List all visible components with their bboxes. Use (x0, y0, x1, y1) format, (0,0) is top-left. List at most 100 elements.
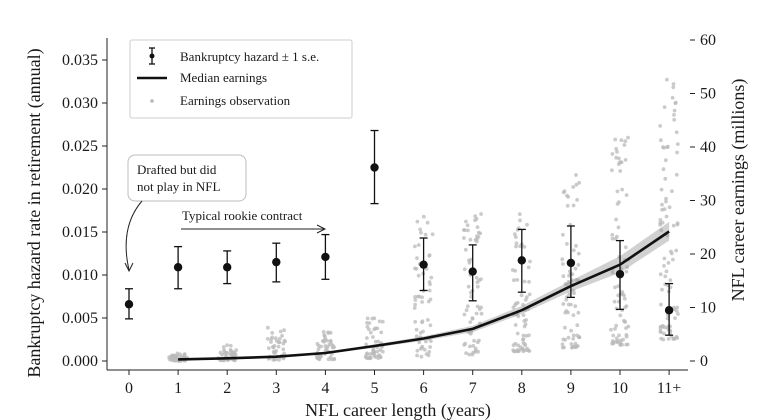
earnings-observation-point (420, 320, 424, 325)
earnings-observation-point (518, 345, 523, 349)
x-tick-label: 8 (518, 380, 526, 397)
left-y-axis-title: Bankruptcy hazard rate in retirement (an… (24, 48, 45, 377)
earnings-observation-point (476, 349, 480, 354)
earnings-observation-point (429, 339, 433, 343)
earnings-observation-point (574, 182, 579, 187)
right-tick-label: 20 (700, 246, 716, 263)
left-tick-label: 0.005 (62, 310, 98, 327)
earnings-observation-point (473, 350, 478, 354)
earnings-observation-point (276, 344, 281, 349)
earnings-observation-point (522, 324, 527, 329)
earnings-observation-point (658, 272, 663, 277)
earnings-observation-point (424, 352, 429, 356)
earnings-observation-point (419, 230, 423, 235)
drafted-annotation: Drafted but did not play in NFL (124, 154, 247, 273)
earnings-observation-point (515, 301, 520, 305)
x-tick-label: 3 (272, 380, 280, 397)
hazard-point (173, 263, 183, 272)
earnings-observation-point (276, 340, 281, 345)
earnings-observation-point (427, 253, 432, 257)
earnings-observation-point (658, 330, 663, 334)
earnings-observation-point (613, 285, 617, 290)
earnings-observation-point (670, 189, 674, 194)
earnings-observation-point (464, 219, 468, 224)
earnings-observation-point (658, 218, 663, 222)
earnings-observation-point (574, 344, 579, 349)
earnings-observation-point (272, 344, 277, 348)
earnings-observation-point (515, 278, 520, 282)
earnings-observation-point (369, 330, 373, 335)
right-y-axis-title: NFL career earnings (millions) (728, 79, 749, 302)
earnings-observation-point (624, 304, 629, 308)
earnings-observation-point (269, 340, 273, 344)
earnings-observation-point (659, 302, 663, 307)
earnings-observation-point (672, 108, 677, 113)
axes: 0.000 0.005 0.010 0.015 0.020 0.025 0.030 0.035… (62, 32, 716, 397)
median-earnings-line (178, 230, 670, 361)
earnings-observation-point (412, 306, 417, 310)
earnings-observation-point (277, 336, 282, 341)
legend-hazard-label: Bankruptcy hazard ± 1 s.e. (180, 49, 319, 64)
earnings-observation-point (610, 152, 615, 156)
earnings-observation-point (673, 101, 678, 106)
earnings-observation-point (675, 150, 679, 155)
earnings-observation-point (625, 342, 630, 347)
earnings-observation-point (510, 268, 515, 272)
earnings-observation-point (526, 265, 531, 270)
earnings-observation-point (521, 313, 526, 317)
earnings-observation-point (465, 304, 470, 309)
earnings-observation-point (468, 344, 472, 349)
earnings-observation-point (419, 346, 423, 351)
earnings-observation-point (270, 331, 275, 335)
earnings-observation-point (416, 294, 420, 299)
earnings-observation-point (616, 225, 621, 230)
earnings-observation-point (663, 274, 668, 279)
earnings-observation-point (666, 337, 671, 341)
earnings-observation-point (415, 348, 420, 353)
earnings-observation-point (571, 313, 576, 317)
earnings-observation-point (221, 345, 226, 349)
earnings-observation-point (624, 269, 629, 274)
earnings-observation-point (220, 352, 224, 357)
earnings-observation-point (660, 287, 664, 292)
earnings-observation-point (417, 340, 422, 345)
earnings-observation-point (565, 242, 569, 246)
earnings-observation-point (659, 187, 664, 192)
earnings-observation-point (472, 338, 476, 343)
earnings-observation-point (475, 225, 480, 230)
earnings-observation-point (621, 337, 625, 342)
hazard-point (321, 252, 330, 262)
earnings-observation-point (469, 257, 473, 262)
earnings-observation-point (665, 77, 669, 82)
rookie-annotation: Typical rookie contract (181, 208, 327, 234)
earnings-observation-point (515, 331, 520, 336)
earnings-observation-point (376, 339, 381, 344)
earnings-observation-point (470, 352, 475, 357)
earnings-observation-point (622, 143, 627, 147)
earnings-observation-point (321, 330, 326, 334)
earnings-observation-point (575, 198, 579, 202)
earnings-observation-point (527, 292, 532, 297)
earnings-observation-point (468, 320, 473, 324)
earnings-observation-point (266, 346, 271, 350)
earnings-observation-point (563, 282, 568, 286)
earnings-observation-point (513, 323, 518, 327)
earnings-observation-point (571, 185, 576, 189)
earnings-observation-point (371, 335, 375, 339)
earnings-observation-point (365, 316, 370, 321)
earnings-observation-point (671, 85, 676, 90)
legend-median-label: Median earnings (180, 70, 267, 85)
earnings-observation-point (479, 212, 483, 216)
earnings-observation-point (523, 298, 528, 302)
earnings-observation-point (561, 274, 566, 279)
earnings-observation-point (574, 173, 578, 177)
earnings-observation-point (269, 337, 274, 341)
earnings-observation-point (672, 117, 677, 122)
earnings-observation-point (421, 214, 426, 219)
earnings-observation-point (620, 187, 624, 192)
earnings-observation-point (282, 328, 286, 333)
earnings-observation-point (476, 230, 481, 235)
hazard-point (223, 263, 232, 272)
earnings-observation-point (571, 203, 576, 208)
